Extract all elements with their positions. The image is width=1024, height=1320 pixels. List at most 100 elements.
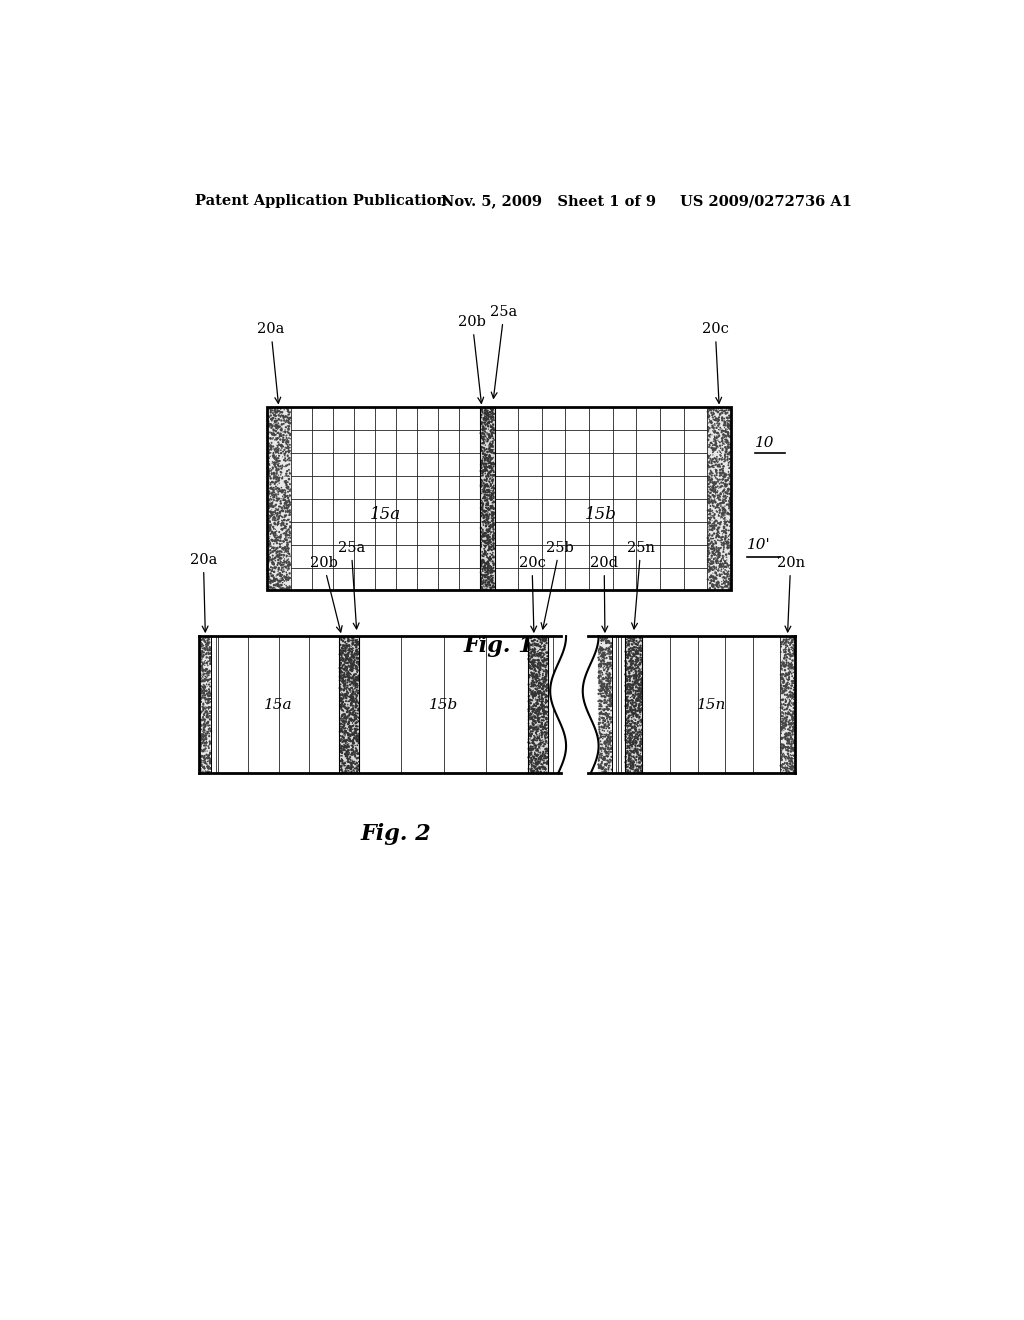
Point — [601, 752, 617, 774]
Point — [711, 572, 727, 593]
Point — [534, 655, 550, 676]
Point — [273, 510, 290, 531]
Point — [479, 560, 496, 581]
Point — [520, 709, 537, 730]
Point — [621, 743, 637, 764]
Point — [711, 574, 727, 595]
Point — [597, 682, 613, 704]
Point — [349, 719, 366, 741]
Point — [625, 735, 641, 756]
Point — [780, 738, 797, 759]
Point — [270, 546, 287, 568]
Point — [473, 577, 489, 598]
Point — [479, 449, 496, 470]
Point — [706, 566, 722, 587]
Point — [265, 403, 282, 424]
Point — [272, 496, 289, 517]
Point — [529, 726, 546, 747]
Point — [625, 755, 641, 776]
Point — [783, 731, 800, 752]
Point — [194, 746, 210, 767]
Point — [707, 434, 723, 455]
Point — [483, 422, 500, 444]
Point — [628, 682, 644, 704]
Point — [479, 465, 496, 486]
Point — [348, 719, 365, 741]
Point — [479, 528, 496, 549]
Point — [597, 731, 613, 752]
Point — [710, 401, 726, 422]
Point — [536, 705, 552, 726]
Point — [534, 733, 550, 754]
Point — [478, 579, 495, 601]
Point — [531, 672, 548, 693]
Point — [631, 744, 647, 766]
Point — [603, 667, 620, 688]
Point — [339, 746, 355, 767]
Point — [706, 403, 722, 424]
Point — [270, 469, 287, 490]
Point — [473, 543, 489, 564]
Point — [344, 644, 360, 665]
Point — [534, 640, 550, 661]
Point — [267, 495, 284, 516]
Point — [535, 664, 551, 685]
Point — [344, 655, 360, 676]
Point — [480, 447, 497, 469]
Point — [534, 685, 550, 706]
Point — [782, 758, 799, 779]
Point — [632, 702, 648, 723]
Point — [706, 474, 722, 495]
Point — [275, 554, 292, 576]
Point — [276, 528, 293, 549]
Point — [592, 734, 608, 755]
Point — [334, 671, 350, 692]
Point — [722, 473, 738, 494]
Point — [475, 444, 492, 465]
Point — [194, 727, 210, 748]
Point — [333, 667, 349, 688]
Point — [633, 750, 649, 771]
Point — [526, 642, 543, 663]
Point — [719, 474, 735, 495]
Point — [201, 664, 217, 685]
Point — [280, 407, 296, 428]
Point — [713, 549, 729, 570]
Point — [194, 726, 210, 747]
Point — [338, 758, 354, 779]
Point — [600, 758, 616, 779]
Point — [280, 569, 296, 590]
Point — [617, 756, 634, 777]
Point — [273, 544, 290, 565]
Point — [477, 488, 494, 510]
Point — [530, 711, 547, 733]
Point — [717, 564, 733, 585]
Point — [621, 711, 637, 733]
Point — [477, 442, 494, 463]
Point — [715, 553, 731, 574]
Point — [264, 552, 281, 573]
Point — [707, 428, 723, 449]
Point — [594, 669, 610, 690]
Point — [534, 684, 550, 705]
Point — [700, 474, 717, 495]
Point — [700, 480, 717, 502]
Point — [593, 680, 609, 701]
Point — [267, 457, 284, 478]
Point — [476, 554, 493, 576]
Point — [481, 488, 498, 510]
Point — [264, 541, 281, 562]
Point — [199, 705, 215, 726]
Point — [198, 659, 214, 680]
Point — [528, 676, 545, 697]
Point — [476, 438, 493, 459]
Point — [775, 719, 792, 741]
Point — [269, 546, 286, 568]
Point — [259, 405, 275, 426]
Point — [202, 663, 218, 684]
Point — [773, 675, 790, 696]
Point — [785, 631, 802, 652]
Point — [332, 685, 348, 706]
Point — [528, 717, 545, 738]
Point — [702, 548, 719, 569]
